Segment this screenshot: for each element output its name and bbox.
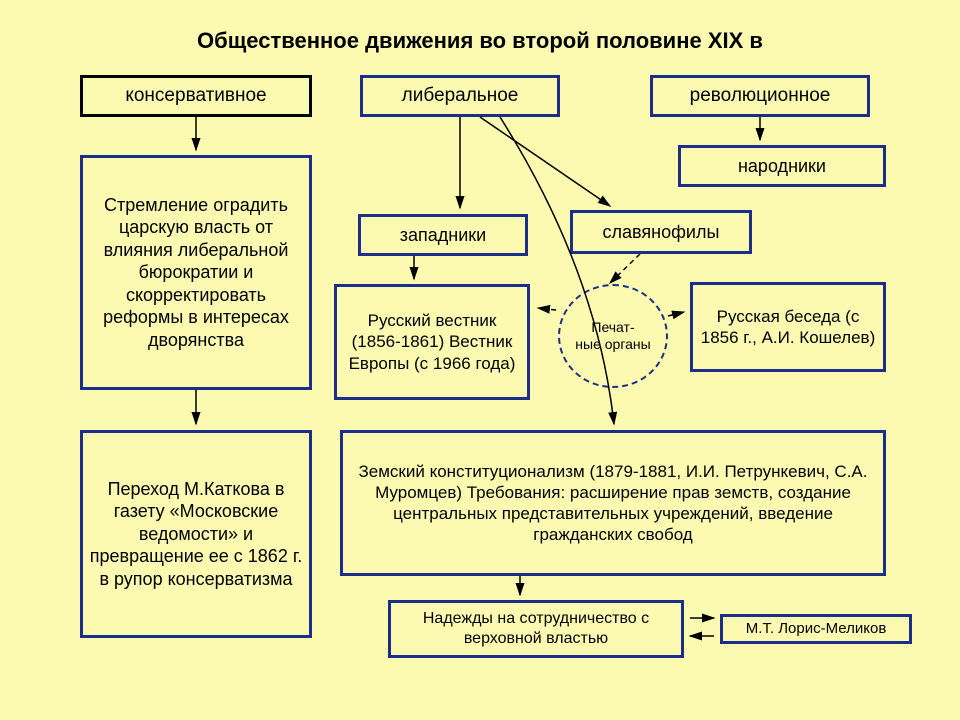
box-russkiy-vestnik: Русский вестник (1856-1861) Вестник Евро…: [334, 284, 530, 400]
box-conservative: консервативное: [80, 75, 312, 117]
box-zemsky: Земский конституционализм (1879-1881, И.…: [340, 430, 886, 576]
box-liberal: либеральное: [360, 75, 560, 117]
box-russkaya-beseda: Русская беседа (с 1856 г., А.И. Кошелев): [690, 282, 886, 372]
box-conservative-aim: Стремление оградить царскую власть от вл…: [80, 155, 312, 390]
box-loris-melikov: М.Т. Лорис-Меликов: [720, 614, 912, 644]
box-katkov: Переход М.Каткова в газету «Московские в…: [80, 430, 312, 638]
ellipse-press-organs: Печат- ные органы: [558, 284, 668, 388]
box-westerners: западники: [358, 214, 528, 256]
page-title: Общественное движения во второй половине…: [0, 28, 960, 54]
box-hope: Надежды на сотрудничество с верховной вл…: [388, 600, 684, 658]
box-narodniki: народники: [678, 145, 886, 187]
box-slavophiles: славянофилы: [570, 210, 752, 254]
box-revolutionary: революционное: [650, 75, 870, 117]
